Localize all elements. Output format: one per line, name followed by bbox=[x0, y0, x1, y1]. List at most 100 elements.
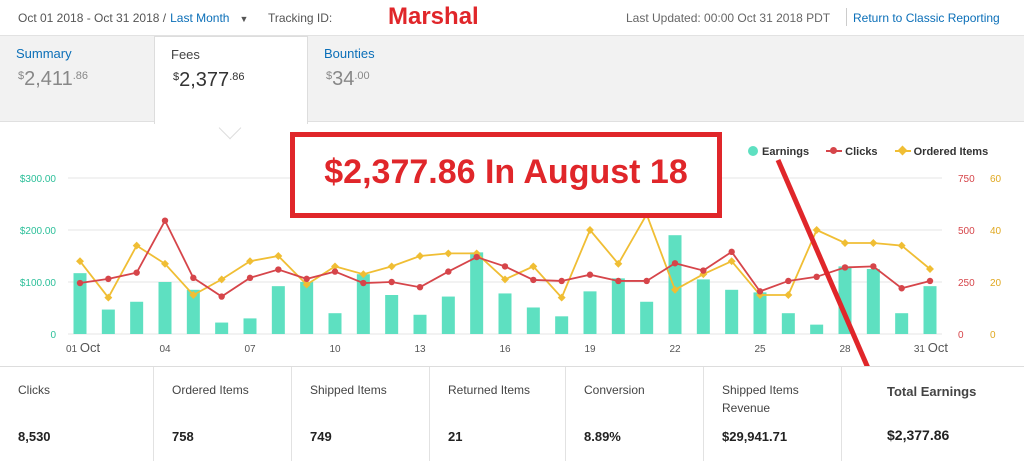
clicks-point bbox=[501, 263, 509, 270]
clicks-point bbox=[926, 277, 934, 285]
x-tick-label: 25 bbox=[754, 344, 766, 355]
earnings-bar bbox=[470, 252, 484, 334]
clicks-point bbox=[870, 263, 877, 270]
date-range-text: Oct 01 2018 - Oct 31 2018 / bbox=[18, 11, 167, 25]
earnings-bar bbox=[725, 289, 739, 334]
ordered-items-point bbox=[104, 293, 113, 302]
clicks-point bbox=[898, 285, 905, 292]
earnings-chart: $300.00 750 60$200.00 500 40$100.00 250 200 0 00… bbox=[20, 174, 1002, 355]
earnings-bar bbox=[441, 296, 455, 334]
x-tick-label: 01 Oct bbox=[66, 340, 101, 355]
clicks-point bbox=[303, 275, 310, 283]
ordered-items-point bbox=[784, 291, 793, 299]
y-left-tick-label: 0 bbox=[50, 330, 56, 341]
clicks-point bbox=[246, 274, 254, 282]
earnings-bar bbox=[781, 313, 795, 334]
stat-clicks: Clicks 8,530 bbox=[0, 367, 154, 461]
clicks-point bbox=[813, 273, 820, 280]
earnings-bar bbox=[158, 282, 172, 334]
y-ordered-tick-label: 20 bbox=[990, 278, 1002, 289]
earnings-bar bbox=[186, 289, 200, 334]
clicks-point bbox=[360, 279, 367, 287]
stat-shipped-items: Shipped Items 749 bbox=[292, 367, 430, 461]
earnings-bar bbox=[498, 293, 512, 334]
y-left-tick-label: $100.00 bbox=[20, 278, 57, 289]
tab-bounties[interactable]: Bounties $34.00 bbox=[308, 36, 462, 122]
clicks-point bbox=[671, 260, 679, 267]
ordered-items-point bbox=[359, 270, 368, 279]
earnings-bar bbox=[271, 286, 285, 334]
callout-box: $2,377.86 In August 18 bbox=[290, 132, 722, 218]
legend-ordered-items[interactable]: Ordered Items bbox=[894, 146, 988, 158]
earnings-bar bbox=[101, 309, 115, 334]
tab-value: $34.00 bbox=[326, 68, 370, 90]
earnings-bar bbox=[810, 324, 824, 334]
ordered-items-point bbox=[416, 252, 424, 260]
x-tick-label: 13 bbox=[414, 344, 426, 355]
ordered-items-point bbox=[217, 275, 226, 284]
chevron-down-icon[interactable]: ▼ bbox=[239, 14, 249, 24]
earnings-bar bbox=[328, 313, 342, 334]
clicks-point bbox=[445, 268, 452, 275]
y-left-tick-label: $300.00 bbox=[20, 174, 57, 185]
y-ordered-tick-label: 60 bbox=[990, 174, 1002, 185]
ordered-items-point bbox=[812, 226, 821, 234]
legend-clicks[interactable]: Clicks bbox=[826, 146, 878, 158]
x-tick-label: 28 bbox=[839, 344, 851, 355]
divider bbox=[846, 8, 847, 26]
tab-label: Summary bbox=[16, 46, 72, 61]
tab-value: $2,411.86 bbox=[18, 68, 88, 90]
ordered-items-point bbox=[132, 241, 141, 250]
ordered-items-point bbox=[246, 257, 254, 266]
clicks-point bbox=[190, 274, 197, 282]
clicks-point bbox=[615, 277, 622, 285]
stats-bar: Clicks 8,530 Ordered Items 758 Shipped Ite… bbox=[0, 366, 1024, 461]
y-ordered-tick-label: 40 bbox=[990, 226, 1002, 237]
tab-label: Bounties bbox=[324, 46, 375, 61]
earnings-bar bbox=[753, 292, 767, 334]
ordered-items-point bbox=[841, 239, 849, 247]
clicks-point bbox=[388, 278, 395, 286]
last-updated: Last Updated: 00:00 Oct 31 2018 PDT bbox=[626, 11, 831, 25]
earnings-bar bbox=[73, 273, 87, 334]
earnings-bar bbox=[215, 322, 229, 334]
clicks-line bbox=[79, 218, 931, 298]
tracking-id-label[interactable]: Tracking ID: bbox=[268, 11, 333, 25]
user-name-annotation: Marshal bbox=[388, 3, 479, 30]
x-tick-label: 16 bbox=[499, 344, 511, 355]
y-ordered-tick-label: 0 bbox=[990, 330, 996, 341]
ordered-items-point bbox=[189, 291, 198, 299]
x-tick-label: 31 Oct bbox=[914, 340, 949, 355]
ordered-items-point bbox=[274, 252, 283, 260]
legend-earnings[interactable]: Earnings bbox=[748, 146, 809, 158]
earnings-bar bbox=[640, 301, 654, 334]
clicks-point bbox=[785, 277, 792, 285]
clicks-point bbox=[643, 277, 650, 285]
earnings-bar bbox=[611, 278, 625, 334]
ordered-items-point bbox=[869, 239, 878, 247]
tab-summary[interactable]: Summary $2,411.86 bbox=[0, 36, 154, 122]
x-tick-label: 04 bbox=[159, 344, 171, 355]
ordered-items-line bbox=[79, 212, 931, 300]
clicks-point bbox=[756, 288, 764, 295]
ordered-items-point bbox=[501, 275, 509, 284]
ordered-items-point bbox=[302, 280, 311, 289]
ordered-items-point bbox=[557, 293, 566, 302]
ordered-items-point bbox=[331, 262, 339, 271]
earnings-bar bbox=[895, 313, 909, 334]
date-range: Oct 01 2018 - Oct 31 2018 /Last Month ▼ bbox=[18, 11, 248, 25]
x-tick-label: 07 bbox=[244, 344, 256, 355]
tab-value: $2,377.86 bbox=[173, 69, 245, 91]
clicks-point bbox=[161, 217, 169, 224]
clicks-point bbox=[473, 253, 480, 261]
classic-reporting-link[interactable]: Return to Classic Reporting bbox=[853, 11, 1000, 25]
chart-legend: Earnings Clicks Ordered Items bbox=[748, 146, 1002, 158]
earnings-bar bbox=[385, 295, 399, 334]
clicks-point bbox=[133, 269, 140, 276]
tab-fees[interactable]: Fees $2,377.86 bbox=[154, 36, 308, 128]
date-range-link[interactable]: Last Month bbox=[170, 11, 230, 25]
ordered-items-point bbox=[444, 249, 453, 258]
clicks-point bbox=[558, 277, 565, 285]
clicks-point bbox=[530, 276, 537, 284]
earnings-bar bbox=[243, 318, 257, 334]
